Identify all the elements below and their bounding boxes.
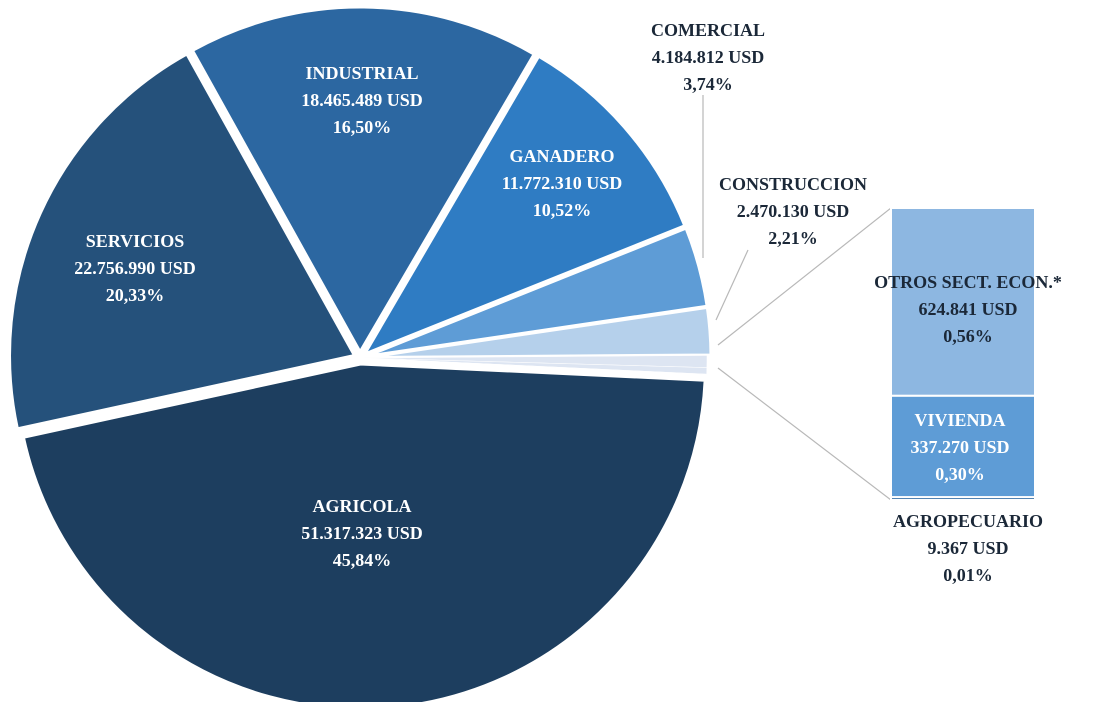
slice-percent: 16,50% xyxy=(333,117,392,137)
slice-name: AGRICOLA xyxy=(312,496,411,516)
slice-name: CONSTRUCCION xyxy=(719,174,867,194)
slice-value: 2.470.130 USD xyxy=(737,201,850,221)
pie-slice xyxy=(361,357,707,375)
slice-percent: 0,56% xyxy=(943,326,993,346)
connector-line xyxy=(717,367,892,501)
slice-percent: 0,30% xyxy=(935,464,985,484)
slice-value: 51.317.323 USD xyxy=(301,523,423,543)
pie-slice xyxy=(365,305,713,360)
slice-value: 337.270 USD xyxy=(910,437,1009,457)
slice-value: 18.465.489 USD xyxy=(301,90,423,110)
slice-percent: 2,21% xyxy=(768,228,818,248)
leader-line xyxy=(715,249,749,321)
slice-value: 9.367 USD xyxy=(927,538,1008,558)
slice-name: GANADERO xyxy=(509,146,614,166)
slice-percent: 3,74% xyxy=(683,74,733,94)
bar-segment xyxy=(890,496,1036,502)
slice-name: AGROPECUARIO xyxy=(893,511,1043,531)
slice-value: 22.756.990 USD xyxy=(74,258,196,278)
slice-value: 624.841 USD xyxy=(918,299,1017,319)
pie-slice xyxy=(361,54,687,358)
pie-slice xyxy=(21,362,707,702)
slice-percent: 20,33% xyxy=(106,285,165,305)
slice-name: OTROS SECT. ECON.* xyxy=(874,272,1062,292)
slice-value: 4.184.812 USD xyxy=(652,47,765,67)
bar-segment xyxy=(890,207,1036,397)
pie-slice xyxy=(190,5,537,356)
bar-segment xyxy=(890,394,1036,499)
slice-percent: 10,52% xyxy=(533,200,592,220)
slice-value: 11.772.310 USD xyxy=(502,173,623,193)
slice-name: VIVIENDA xyxy=(914,410,1005,430)
connector-line xyxy=(717,207,892,346)
slice-name: INDUSTRIAL xyxy=(305,63,418,83)
leader-lines xyxy=(702,95,892,501)
pie-slice xyxy=(8,51,357,431)
slice-name: COMERCIAL xyxy=(651,20,765,40)
slice-name: SERVICIOS xyxy=(86,231,184,251)
slice-percent: 0,01% xyxy=(943,565,993,585)
slice-percent: 45,84% xyxy=(333,550,392,570)
